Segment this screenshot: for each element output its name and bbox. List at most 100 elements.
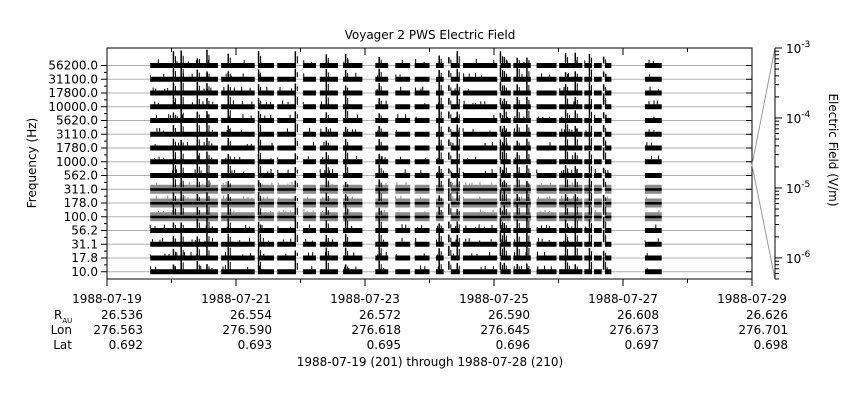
data-bar-core <box>450 215 460 219</box>
data-bar <box>513 173 531 178</box>
ephemeris-value: 0.697 <box>625 338 659 352</box>
data-bar <box>593 255 602 261</box>
data-bar-core <box>343 202 363 205</box>
data-bar <box>435 104 444 110</box>
data-bar-core <box>277 202 296 205</box>
data-bar <box>584 159 593 165</box>
data-bar-core <box>604 202 612 205</box>
data-bar-core <box>150 188 218 191</box>
data-bar <box>150 173 218 178</box>
data-bar <box>450 131 460 137</box>
data-bar <box>584 228 593 233</box>
colorbar-ticks: 10-3 10-4 10-5 10-6 <box>775 40 811 280</box>
data-bar <box>536 63 557 68</box>
y-tick-label: 5620.0 <box>56 114 98 128</box>
data-bar <box>513 76 531 82</box>
data-bar <box>513 159 531 165</box>
data-bar <box>303 104 316 110</box>
data-bar-core <box>513 215 531 219</box>
data-bar <box>500 145 511 151</box>
data-bar <box>500 241 511 247</box>
data-bar <box>277 269 296 275</box>
data-bar <box>435 241 444 247</box>
y-tick-label: 100.0 <box>64 210 98 224</box>
channel-lines <box>107 65 752 273</box>
data-bar <box>303 76 316 82</box>
data-bar <box>604 159 612 165</box>
data-bar-core <box>257 215 275 219</box>
data-bar <box>593 118 602 123</box>
data-bar <box>319 145 338 151</box>
data-bar <box>414 118 430 123</box>
data-bar <box>375 104 389 110</box>
data-bar <box>414 173 430 178</box>
colorbar-tick-label: 10-4 <box>786 110 811 126</box>
data-bar <box>303 241 316 247</box>
data-bar <box>375 131 389 137</box>
data-bar <box>343 145 363 151</box>
data-bar <box>319 255 338 261</box>
data-bar <box>559 173 583 178</box>
data-bar <box>414 159 430 165</box>
data-bar <box>536 241 557 247</box>
data-bar-core <box>604 188 612 191</box>
data-bar <box>319 76 338 82</box>
data-bar-core <box>593 188 602 191</box>
data-bar <box>584 90 593 96</box>
data-bar <box>303 63 316 68</box>
ephemeris-value: 26.536 <box>101 308 143 322</box>
data-bar <box>277 90 296 96</box>
data-bar <box>463 63 498 68</box>
data-bar <box>150 159 218 165</box>
data-bar <box>375 159 389 165</box>
data-bar <box>500 104 511 110</box>
data-bar <box>150 145 218 151</box>
ephemeris-value: 276.563 <box>93 323 143 337</box>
data-bar <box>559 255 583 261</box>
data-bar-core <box>450 188 460 191</box>
ephemeris-value: 26.590 <box>488 308 530 322</box>
data-bar <box>500 255 511 261</box>
data-bar <box>319 269 338 275</box>
ephemeris-value: 276.590 <box>222 323 272 337</box>
ephemeris-value: 0.695 <box>367 338 401 352</box>
data-bar <box>604 90 612 96</box>
data-bar <box>150 118 218 123</box>
data-bar <box>257 90 275 96</box>
ephemeris-value: 276.673 <box>609 323 659 337</box>
ephemeris-value: 0.692 <box>109 338 143 352</box>
data-bar-core <box>584 202 593 205</box>
data-bar <box>221 145 255 151</box>
data-bar <box>395 255 411 261</box>
data-bar <box>257 104 275 110</box>
data-bar <box>500 63 511 68</box>
data-bar-core <box>414 188 430 191</box>
data-bar-core <box>463 202 498 205</box>
data-bar <box>559 76 583 82</box>
data-bar <box>536 255 557 261</box>
data-bar <box>221 131 255 137</box>
y-tick-label: 56.2 <box>71 224 98 238</box>
data-bar <box>584 269 593 275</box>
data-bar <box>593 269 602 275</box>
data-bar-core <box>500 202 511 205</box>
y-tick-label: 10.0 <box>71 265 98 279</box>
colorbar-connector-bottom <box>751 164 776 280</box>
data-bar <box>319 118 338 123</box>
data-bar <box>221 63 255 68</box>
ephemeris-label-lon: Lon <box>51 323 72 337</box>
data-bar <box>450 269 460 275</box>
data-bar <box>644 76 662 82</box>
data-bar <box>450 255 460 261</box>
y-tick-label: 17800.0 <box>48 86 98 100</box>
data-bar <box>221 104 255 110</box>
data-bar <box>303 228 316 233</box>
data-bar <box>257 228 275 233</box>
data-bar <box>463 228 498 233</box>
data-bar <box>604 145 612 151</box>
data-bar <box>150 63 218 68</box>
data-bar-core <box>435 202 444 205</box>
data-bar-core <box>559 188 583 191</box>
data-bar <box>319 90 338 96</box>
data-bar-core <box>375 215 389 219</box>
